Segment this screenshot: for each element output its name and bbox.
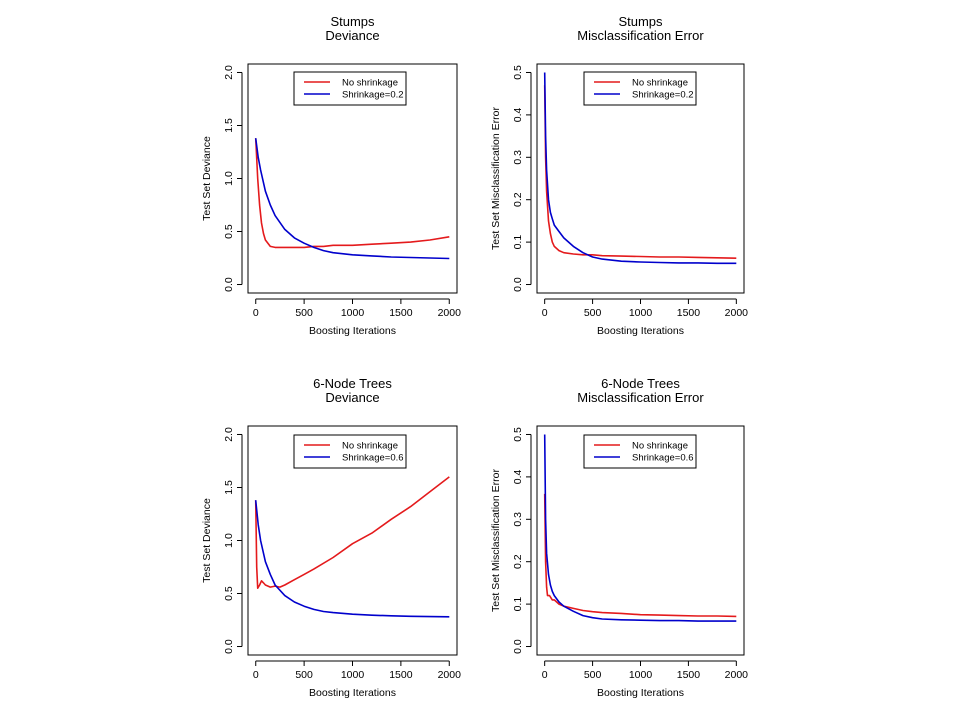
y-axis-label: Test Set Misclassification Error (490, 107, 502, 250)
x-tick-label: 0 (253, 307, 259, 319)
y-tick-label: 0.3 (512, 150, 524, 165)
y-axis-label: Test Set Deviance (201, 136, 213, 221)
x-axis-label: Boosting Iterations (309, 687, 396, 699)
y-axis: 0.0 0.5 1.0 1.5 2.0 (223, 427, 243, 654)
x-tick-label: 1000 (341, 669, 365, 681)
y-tick-label: 0.0 (512, 639, 524, 654)
legend-label: Shrinkage=0.2 (632, 90, 694, 101)
y-tick-label: 0.0 (512, 277, 524, 292)
x-axis: 0 500 1000 1500 2000 (542, 298, 749, 319)
series-line-no-shrinkage (543, 493, 737, 618)
chart-title: Stumps (330, 14, 375, 29)
legend-label: No shrinkage (342, 78, 398, 89)
legend-box (293, 434, 407, 469)
chart-title: Stumps (618, 14, 663, 29)
x-tick-label: 500 (584, 669, 602, 681)
y-axis: 0.0 0.1 0.2 0.3 0.4 0.5 (512, 427, 532, 654)
legend-label: Shrinkage=0.6 (342, 453, 404, 464)
x-tick-label: 1500 (677, 669, 701, 681)
series-line-shrinkage (543, 72, 737, 265)
series-line-shrinkage (254, 138, 450, 260)
y-tick-label: 1.0 (223, 171, 235, 186)
x-tick-label: 2000 (725, 307, 749, 319)
y-tick-label: 0.1 (512, 597, 524, 612)
chart-title: 6-Node Trees (601, 376, 680, 391)
legend-label: Shrinkage=0.6 (632, 453, 694, 464)
x-tick-label: 500 (295, 307, 313, 319)
y-tick-label: 0.2 (512, 554, 524, 569)
y-axis-label: Test Set Deviance (201, 498, 213, 583)
legend-box (583, 434, 697, 469)
x-tick-label: 1500 (389, 307, 413, 319)
y-tick-label: 0.4 (512, 107, 524, 122)
x-tick-label: 1500 (389, 669, 413, 681)
x-tick-label: 500 (295, 669, 313, 681)
x-axis-label: Boosting Iterations (309, 325, 396, 337)
legend-box (293, 71, 407, 106)
y-tick-label: 1.5 (223, 118, 235, 133)
y-tick-label: 0.5 (223, 224, 235, 239)
x-axis: 0 500 1000 1500 2000 (542, 660, 749, 681)
x-axis-label: Boosting Iterations (597, 325, 684, 337)
legend-label: No shrinkage (342, 441, 398, 452)
y-axis: 0.0 0.5 1.0 1.5 2.0 (223, 65, 243, 292)
x-tick-label: 1000 (629, 669, 653, 681)
x-tick-label: 1000 (341, 307, 365, 319)
x-tick-label: 2000 (725, 669, 749, 681)
x-tick-label: 500 (584, 307, 602, 319)
y-tick-label: 0.0 (223, 277, 235, 292)
plot-frame (247, 425, 458, 656)
x-tick-label: 2000 (438, 307, 462, 319)
series-line-no-shrinkage (254, 138, 450, 249)
x-tick-label: 2000 (438, 669, 462, 681)
y-tick-label: 1.0 (223, 533, 235, 548)
series-line-no-shrinkage (543, 85, 737, 259)
series-line-shrinkage (543, 434, 737, 622)
y-tick-label: 0.0 (223, 639, 235, 654)
y-tick-label: 0.1 (512, 235, 524, 250)
series-line-shrinkage (254, 500, 450, 618)
y-tick-label: 0.5 (223, 586, 235, 601)
series-line-no-shrinkage (254, 476, 450, 590)
x-axis-label: Boosting Iterations (597, 687, 684, 699)
chart-subtitle: Misclassification Error (577, 390, 704, 405)
y-tick-label: 0.2 (512, 192, 524, 207)
x-tick-label: 0 (542, 307, 548, 319)
y-tick-label: 2.0 (223, 427, 235, 442)
y-tick-label: 0.3 (512, 512, 524, 527)
legend-label: No shrinkage (632, 441, 688, 452)
y-tick-label: 1.5 (223, 480, 235, 495)
y-tick-label: 2.0 (223, 65, 235, 80)
legend-label: Shrinkage=0.2 (342, 90, 404, 101)
chart-subtitle: Deviance (325, 28, 379, 43)
chart-subtitle: Misclassification Error (577, 28, 704, 43)
x-tick-label: 0 (542, 669, 548, 681)
plot-frame (536, 63, 745, 294)
x-tick-label: 1500 (677, 307, 701, 319)
legend-box (583, 71, 697, 106)
legend-label: No shrinkage (632, 78, 688, 89)
y-axis-label: Test Set Misclassification Error (490, 469, 502, 612)
x-axis: 0 500 1000 1500 2000 (253, 298, 462, 319)
plot-frame (536, 425, 745, 656)
chart-title: 6-Node Trees (313, 376, 392, 391)
y-tick-label: 0.5 (512, 427, 524, 442)
y-tick-label: 0.4 (512, 469, 524, 484)
chart-subtitle: Deviance (325, 390, 379, 405)
x-tick-label: 1000 (629, 307, 653, 319)
y-tick-label: 0.5 (512, 65, 524, 80)
plot-frame (247, 63, 458, 294)
x-tick-label: 0 (253, 669, 259, 681)
x-axis: 0 500 1000 1500 2000 (253, 660, 462, 681)
y-axis: 0.0 0.1 0.2 0.3 0.4 0.5 (512, 65, 532, 292)
